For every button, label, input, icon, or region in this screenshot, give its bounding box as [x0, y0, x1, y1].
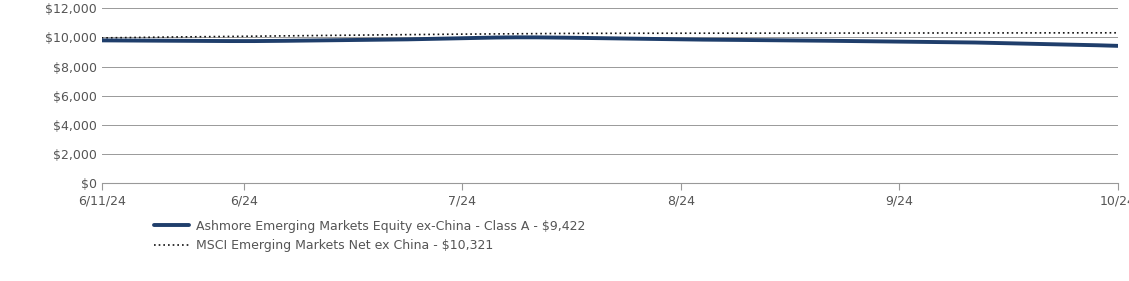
Ashmore Emerging Markets Equity ex-China - Class A - $9,422: [1019, 42, 1033, 45]
MSCI Emerging Markets Net ex China - $10,321: [95, 36, 108, 40]
Ashmore Emerging Markets Equity ex-China - Class A - $9,422: [720, 38, 734, 42]
Ashmore Emerging Markets Equity ex-China - Class A - $9,422: [516, 36, 530, 39]
Line: MSCI Emerging Markets Net ex China - $10,321: MSCI Emerging Markets Net ex China - $10…: [102, 33, 1118, 38]
MSCI Emerging Markets Net ex China - $10,321: [697, 31, 710, 35]
MSCI Emerging Markets Net ex China - $10,321: [1016, 31, 1030, 35]
Ashmore Emerging Markets Equity ex-China - Class A - $9,422: [955, 40, 969, 44]
Legend: Ashmore Emerging Markets Equity ex-China - Class A - $9,422, MSCI Emerging Marke: Ashmore Emerging Markets Equity ex-China…: [149, 215, 590, 257]
MSCI Emerging Markets Net ex China - $10,321: [952, 31, 965, 35]
Ashmore Emerging Markets Equity ex-China - Class A - $9,422: [1111, 44, 1124, 47]
Ashmore Emerging Markets Equity ex-China - Class A - $9,422: [700, 38, 714, 41]
Ashmore Emerging Markets Equity ex-China - Class A - $9,422: [98, 39, 112, 42]
Ashmore Emerging Markets Equity ex-China - Class A - $9,422: [703, 38, 717, 41]
MSCI Emerging Markets Net ex China - $10,321: [98, 36, 112, 40]
MSCI Emerging Markets Net ex China - $10,321: [1111, 31, 1124, 35]
MSCI Emerging Markets Net ex China - $10,321: [717, 31, 730, 35]
Line: Ashmore Emerging Markets Equity ex-China - Class A - $9,422: Ashmore Emerging Markets Equity ex-China…: [102, 37, 1118, 46]
Ashmore Emerging Markets Equity ex-China - Class A - $9,422: [95, 39, 108, 42]
MSCI Emerging Markets Net ex China - $10,321: [700, 31, 714, 35]
